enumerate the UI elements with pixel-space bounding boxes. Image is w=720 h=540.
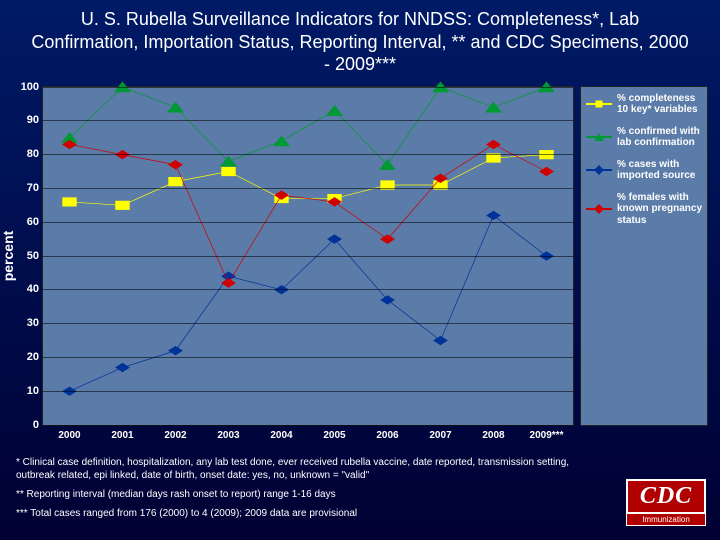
legend-item: % cases with imported source	[586, 159, 702, 182]
legend-label: % confirmed with lab confirmation	[617, 126, 702, 149]
y-tick: 0	[15, 419, 39, 431]
footnote-1: * Clinical case definition, hospitalizat…	[16, 456, 590, 482]
y-tick: 30	[15, 317, 39, 329]
footnote-3: *** Total cases ranged from 176 (2000) t…	[16, 507, 590, 520]
legend-label: % completeness 10 key* variables	[617, 93, 702, 116]
cdc-logo: CDC Immunization	[626, 479, 706, 526]
x-tick: 2000	[58, 430, 80, 441]
legend-label: % females with known pregnancy status	[617, 192, 702, 227]
y-axis-label: percent	[0, 230, 16, 281]
y-tick: 10	[15, 385, 39, 397]
x-tick: 2008	[482, 430, 504, 441]
legend: % completeness 10 key* variables % confir…	[580, 86, 708, 426]
x-tick: 2009***	[530, 430, 564, 441]
x-tick: 2002	[164, 430, 186, 441]
cdc-logo-text: CDC	[626, 479, 706, 514]
x-tick: 2003	[217, 430, 239, 441]
legend-item: % confirmed with lab confirmation	[586, 126, 702, 149]
legend-label: % cases with imported source	[617, 159, 702, 182]
x-tick: 2006	[376, 430, 398, 441]
y-tick: 40	[15, 283, 39, 295]
y-tick: 20	[15, 351, 39, 363]
footnote-2: ** Reporting interval (median days rash …	[16, 488, 590, 501]
y-tick: 100	[15, 81, 39, 93]
x-tick: 2004	[270, 430, 292, 441]
plot-area: 0102030405060708090100200020012002200320…	[42, 86, 574, 426]
y-tick: 90	[15, 114, 39, 126]
y-tick: 70	[15, 182, 39, 194]
x-tick: 2005	[323, 430, 345, 441]
chart-container: percent 01020304050607080901002000200120…	[42, 86, 708, 426]
x-tick: 2001	[111, 430, 133, 441]
footnotes: * Clinical case definition, hospitalizat…	[16, 456, 590, 526]
legend-item: % females with known pregnancy status	[586, 192, 702, 227]
x-tick: 2007	[429, 430, 451, 441]
cdc-logo-subtext: Immunization	[626, 514, 706, 526]
chart-title: U. S. Rubella Surveillance Indicators fo…	[0, 0, 720, 80]
y-tick: 80	[15, 148, 39, 160]
y-tick: 60	[15, 216, 39, 228]
y-tick: 50	[15, 250, 39, 262]
legend-item: % completeness 10 key* variables	[586, 93, 702, 116]
